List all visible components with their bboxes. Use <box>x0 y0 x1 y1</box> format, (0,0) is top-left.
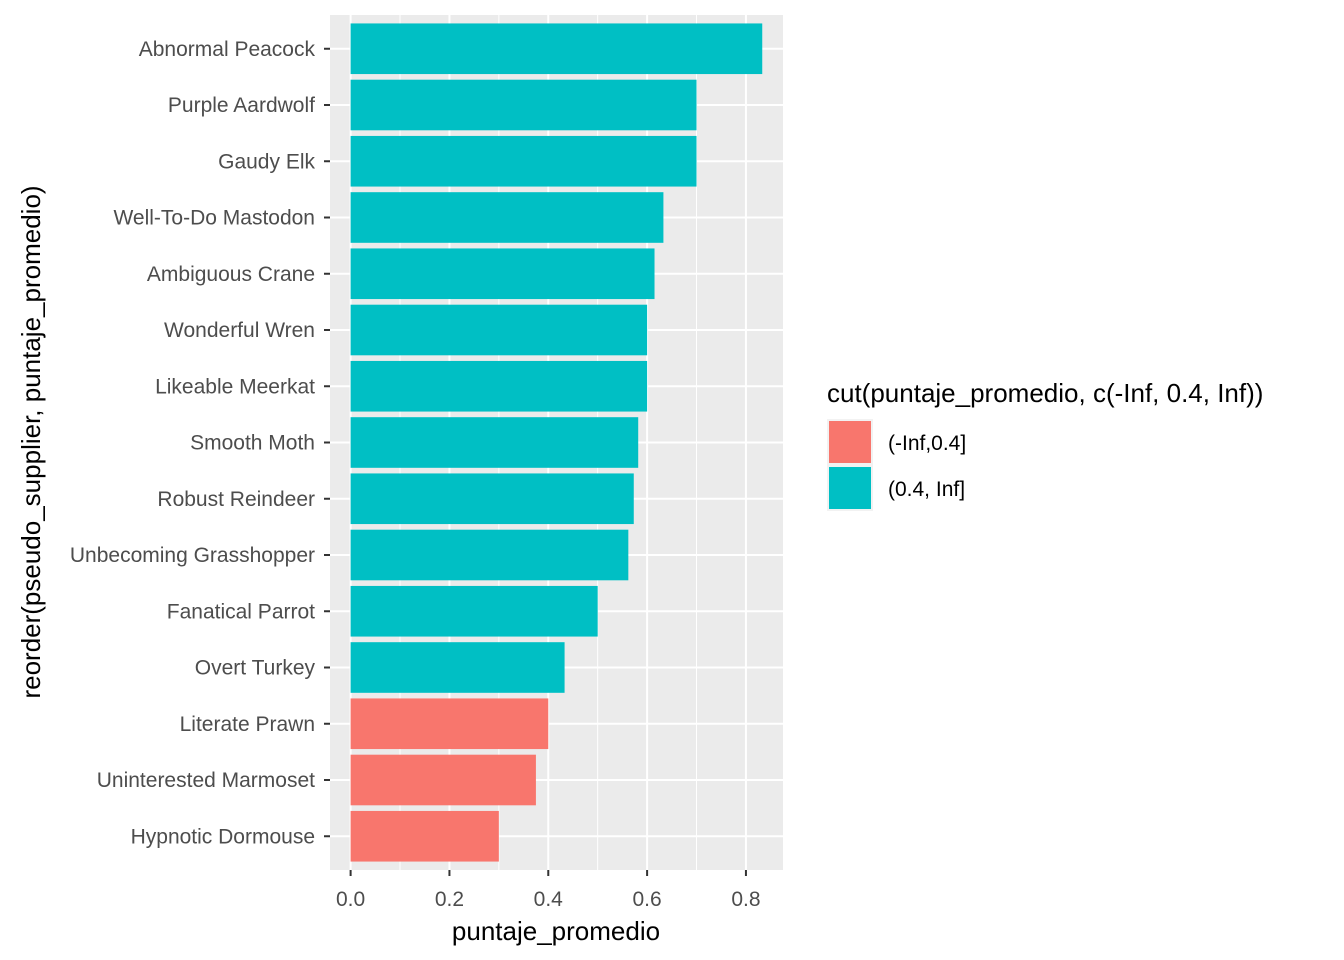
y-tick-label: Robust Reindeer <box>157 488 315 511</box>
y-tick-label: Hypnotic Dormouse <box>131 825 315 848</box>
y-tick-label: Gaudy Elk <box>218 150 315 173</box>
y-tick-label: Overt Turkey <box>195 657 316 680</box>
y-axis-title: reorder(pseudo_supplier, puntaje_promedi… <box>16 185 46 698</box>
y-axis: Abnormal Peacock Purple Aardwolf Gaudy Elk… <box>70 38 330 848</box>
bar <box>350 192 664 243</box>
x-tick-label: 0.6 <box>633 888 662 911</box>
bar <box>350 23 763 75</box>
y-tick-label: Unbecoming Grasshopper <box>70 544 315 567</box>
x-tick-label: 0.8 <box>731 888 760 911</box>
y-tick-label: Abnormal Peacock <box>139 38 316 61</box>
bar <box>350 79 697 131</box>
bar <box>350 473 634 525</box>
bar <box>350 642 565 693</box>
x-tick-label: 0.0 <box>336 888 365 911</box>
y-tick-label: Ambiguous Crane <box>147 263 315 286</box>
y-tick-label: Literate Prawn <box>180 713 315 736</box>
bar <box>350 304 648 356</box>
legend-title: cut(puntaje_promedio, c(-Inf, 0.4, Inf)) <box>827 378 1263 408</box>
legend-label: (-Inf,0.4] <box>888 432 966 455</box>
bar <box>350 135 697 187</box>
y-tick-label: Purple Aardwolf <box>168 94 315 117</box>
bar <box>350 698 549 750</box>
legend-swatch <box>829 467 871 509</box>
y-tick-label: Fanatical Parrot <box>167 600 315 623</box>
bars <box>350 23 763 862</box>
x-tick-label: 0.4 <box>534 888 564 911</box>
y-tick-label: Uninterested Marmoset <box>97 769 315 792</box>
x-axis: 0.0 0.2 0.4 0.6 0.8 <box>336 870 761 911</box>
y-tick-label: Likeable Meerkat <box>155 375 315 398</box>
legend-swatch <box>829 421 871 463</box>
bar <box>350 360 648 412</box>
bar <box>350 585 598 637</box>
x-axis-title: puntaje_promedio <box>452 916 660 946</box>
bar <box>350 248 655 300</box>
x-tick-label: 0.2 <box>435 888 464 911</box>
y-tick-label: Well-To-Do Mastodon <box>113 207 315 230</box>
y-tick-label: Smooth Moth <box>190 432 315 455</box>
bar <box>350 810 499 862</box>
legend: cut(puntaje_promedio, c(-Inf, 0.4, Inf))… <box>827 378 1263 511</box>
legend-label: (0.4, Inf] <box>888 478 965 501</box>
y-tick-label: Wonderful Wren <box>164 319 315 342</box>
bar <box>350 754 536 806</box>
bar <box>350 417 639 468</box>
bar <box>350 529 629 581</box>
